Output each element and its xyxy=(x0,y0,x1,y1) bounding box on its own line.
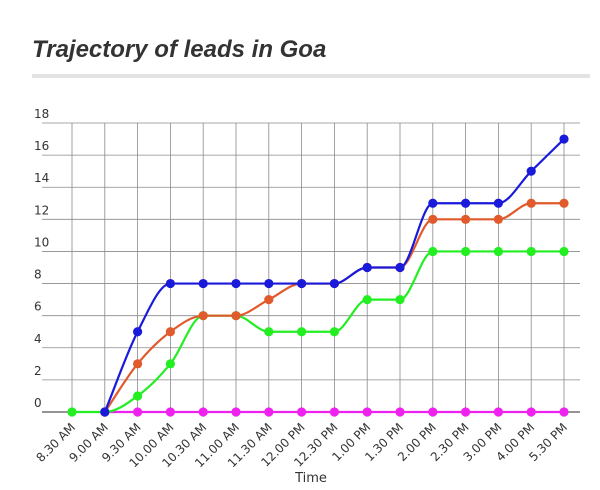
y-tick-label: 8 xyxy=(34,268,42,282)
data-point xyxy=(198,278,208,289)
data-point xyxy=(198,311,208,321)
y-tick-label: 12 xyxy=(34,203,49,217)
data-point xyxy=(264,278,274,289)
y-tick-label: 10 xyxy=(34,235,49,249)
data-point xyxy=(329,327,339,337)
x-axis-label: Time xyxy=(294,471,327,486)
data-point xyxy=(133,359,143,369)
data-point xyxy=(264,295,274,305)
data-point xyxy=(329,407,339,417)
data-point xyxy=(395,407,405,417)
data-point xyxy=(526,246,536,257)
data-point xyxy=(100,407,110,417)
y-tick-label: 14 xyxy=(34,171,49,185)
data-point xyxy=(395,262,405,273)
data-point xyxy=(526,198,536,208)
series-1 xyxy=(100,134,569,417)
data-point xyxy=(559,246,569,257)
data-point xyxy=(165,278,175,289)
data-point xyxy=(165,359,175,369)
data-point xyxy=(493,246,503,257)
data-point xyxy=(165,407,175,417)
data-point xyxy=(133,391,143,401)
y-tick-label: 0 xyxy=(34,396,42,410)
data-point xyxy=(231,278,241,289)
data-point xyxy=(231,311,241,321)
data-point xyxy=(428,198,438,208)
data-point xyxy=(264,407,274,417)
data-point xyxy=(297,407,307,417)
data-point xyxy=(559,198,569,208)
series-3 xyxy=(67,246,569,417)
data-point xyxy=(329,278,339,289)
y-tick-label: 18 xyxy=(34,107,49,121)
series-4 xyxy=(100,407,569,417)
data-point xyxy=(428,246,438,257)
data-point xyxy=(362,262,372,273)
data-point xyxy=(526,407,536,417)
data-point xyxy=(461,246,471,257)
data-point xyxy=(461,407,471,417)
data-point xyxy=(362,407,372,417)
data-point xyxy=(362,295,372,305)
data-point xyxy=(67,407,77,417)
data-point xyxy=(428,407,438,417)
data-point xyxy=(526,166,536,176)
y-tick-label: 6 xyxy=(34,300,42,314)
y-tick-label: 2 xyxy=(34,364,42,378)
series-group xyxy=(67,134,569,417)
y-axis-ticks: 0 2 4 6 8 10 12 14 16 18 xyxy=(34,107,49,410)
data-point xyxy=(231,407,241,417)
data-point xyxy=(395,295,405,305)
data-point xyxy=(133,327,143,337)
data-point xyxy=(493,214,503,224)
data-point xyxy=(264,327,274,337)
data-point xyxy=(198,407,208,417)
y-tick-label: 16 xyxy=(34,139,49,153)
y-tick-label: 4 xyxy=(34,332,42,346)
data-point xyxy=(297,327,307,337)
data-point xyxy=(461,198,471,208)
data-point xyxy=(133,407,143,417)
title-divider xyxy=(32,74,590,78)
data-point xyxy=(493,407,503,417)
series-line xyxy=(72,250,564,414)
chart-title: Trajectory of leads in Goa xyxy=(32,36,327,63)
data-point xyxy=(493,198,503,208)
data-point xyxy=(165,327,175,337)
data-point xyxy=(461,214,471,224)
data-point xyxy=(428,214,438,224)
data-point xyxy=(297,278,307,289)
data-point xyxy=(559,134,569,144)
data-point xyxy=(559,407,569,417)
